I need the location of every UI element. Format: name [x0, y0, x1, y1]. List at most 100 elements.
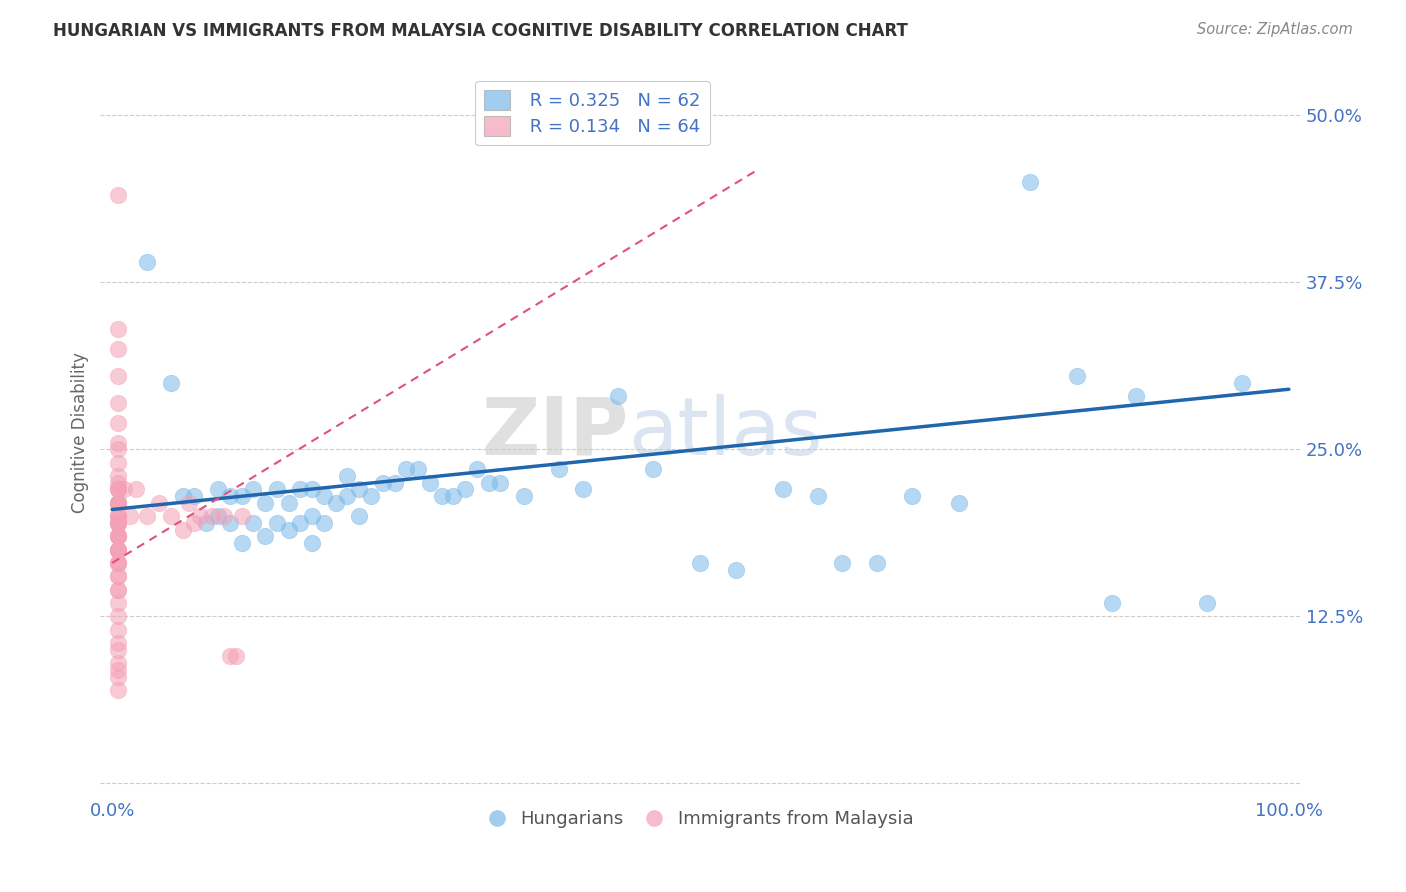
Point [107, 669, 129, 683]
Point [513, 489, 536, 503]
Point [107, 469, 129, 483]
Point [107, 483, 129, 497]
Point [107, 569, 129, 583]
Point [831, 556, 853, 570]
Point [183, 516, 205, 530]
Point [107, 475, 129, 490]
Point [107, 636, 129, 650]
Point [336, 489, 359, 503]
Point [107, 656, 129, 670]
Point [1019, 175, 1042, 189]
Point [136, 509, 159, 524]
Point [478, 475, 501, 490]
Point [371, 475, 394, 490]
Point [107, 509, 129, 524]
Point [231, 509, 253, 524]
Point [465, 462, 488, 476]
Point [1125, 389, 1147, 403]
Point [212, 509, 235, 524]
Point [107, 542, 129, 557]
Point [172, 523, 194, 537]
Point [419, 475, 441, 490]
Point [349, 509, 371, 524]
Point [242, 516, 264, 530]
Point [107, 529, 129, 543]
Point [107, 516, 129, 530]
Point [107, 682, 129, 697]
Point [325, 496, 347, 510]
Point [107, 483, 129, 497]
Point [1230, 376, 1253, 390]
Point [301, 509, 323, 524]
Point [290, 516, 312, 530]
Point [195, 516, 218, 530]
Point [607, 389, 630, 403]
Point [107, 342, 129, 356]
Point [136, 255, 159, 269]
Point [107, 368, 129, 383]
Point [207, 509, 229, 524]
Point [336, 469, 359, 483]
Point [242, 483, 264, 497]
Point [254, 496, 277, 510]
Point [349, 483, 371, 497]
Point [572, 483, 595, 497]
Point [548, 462, 571, 476]
Point [225, 649, 247, 664]
Point [454, 483, 477, 497]
Point [183, 489, 205, 503]
Point [190, 509, 212, 524]
Point [901, 489, 924, 503]
Point [107, 516, 129, 530]
Point [218, 516, 240, 530]
Point [277, 496, 299, 510]
Point [360, 489, 382, 503]
Point [1195, 596, 1218, 610]
Point [107, 582, 129, 597]
Point [107, 556, 129, 570]
Point [107, 623, 129, 637]
Point [807, 489, 830, 503]
Point [1066, 368, 1088, 383]
Point [107, 516, 129, 530]
Point [107, 596, 129, 610]
Point [724, 563, 747, 577]
Point [218, 489, 240, 503]
Point [107, 496, 129, 510]
Point [107, 582, 129, 597]
Point [384, 475, 406, 490]
Point [177, 496, 200, 510]
Point [124, 483, 146, 497]
Point [231, 489, 253, 503]
Point [301, 536, 323, 550]
Point [112, 483, 135, 497]
Point [489, 475, 512, 490]
Point [107, 529, 129, 543]
Point [107, 416, 129, 430]
Point [948, 496, 970, 510]
Point [107, 435, 129, 450]
Point [312, 489, 335, 503]
Legend: Hungarians, Immigrants from Malaysia: Hungarians, Immigrants from Malaysia [481, 803, 921, 835]
Point [107, 542, 129, 557]
Point [201, 509, 224, 524]
Point [395, 462, 418, 476]
Text: Source: ZipAtlas.com: Source: ZipAtlas.com [1197, 22, 1353, 37]
Point [107, 483, 129, 497]
Point [312, 516, 335, 530]
Point [689, 556, 711, 570]
Point [172, 489, 194, 503]
Point [441, 489, 464, 503]
Point [406, 462, 429, 476]
Point [107, 556, 129, 570]
Point [107, 569, 129, 583]
Point [772, 483, 794, 497]
Point [107, 542, 129, 557]
Point [118, 509, 141, 524]
Point [160, 376, 183, 390]
Point [107, 395, 129, 409]
Point [107, 609, 129, 624]
Text: HUNGARIAN VS IMMIGRANTS FROM MALAYSIA COGNITIVE DISABILITY CORRELATION CHART: HUNGARIAN VS IMMIGRANTS FROM MALAYSIA CO… [53, 22, 908, 40]
Point [107, 642, 129, 657]
Point [107, 529, 129, 543]
